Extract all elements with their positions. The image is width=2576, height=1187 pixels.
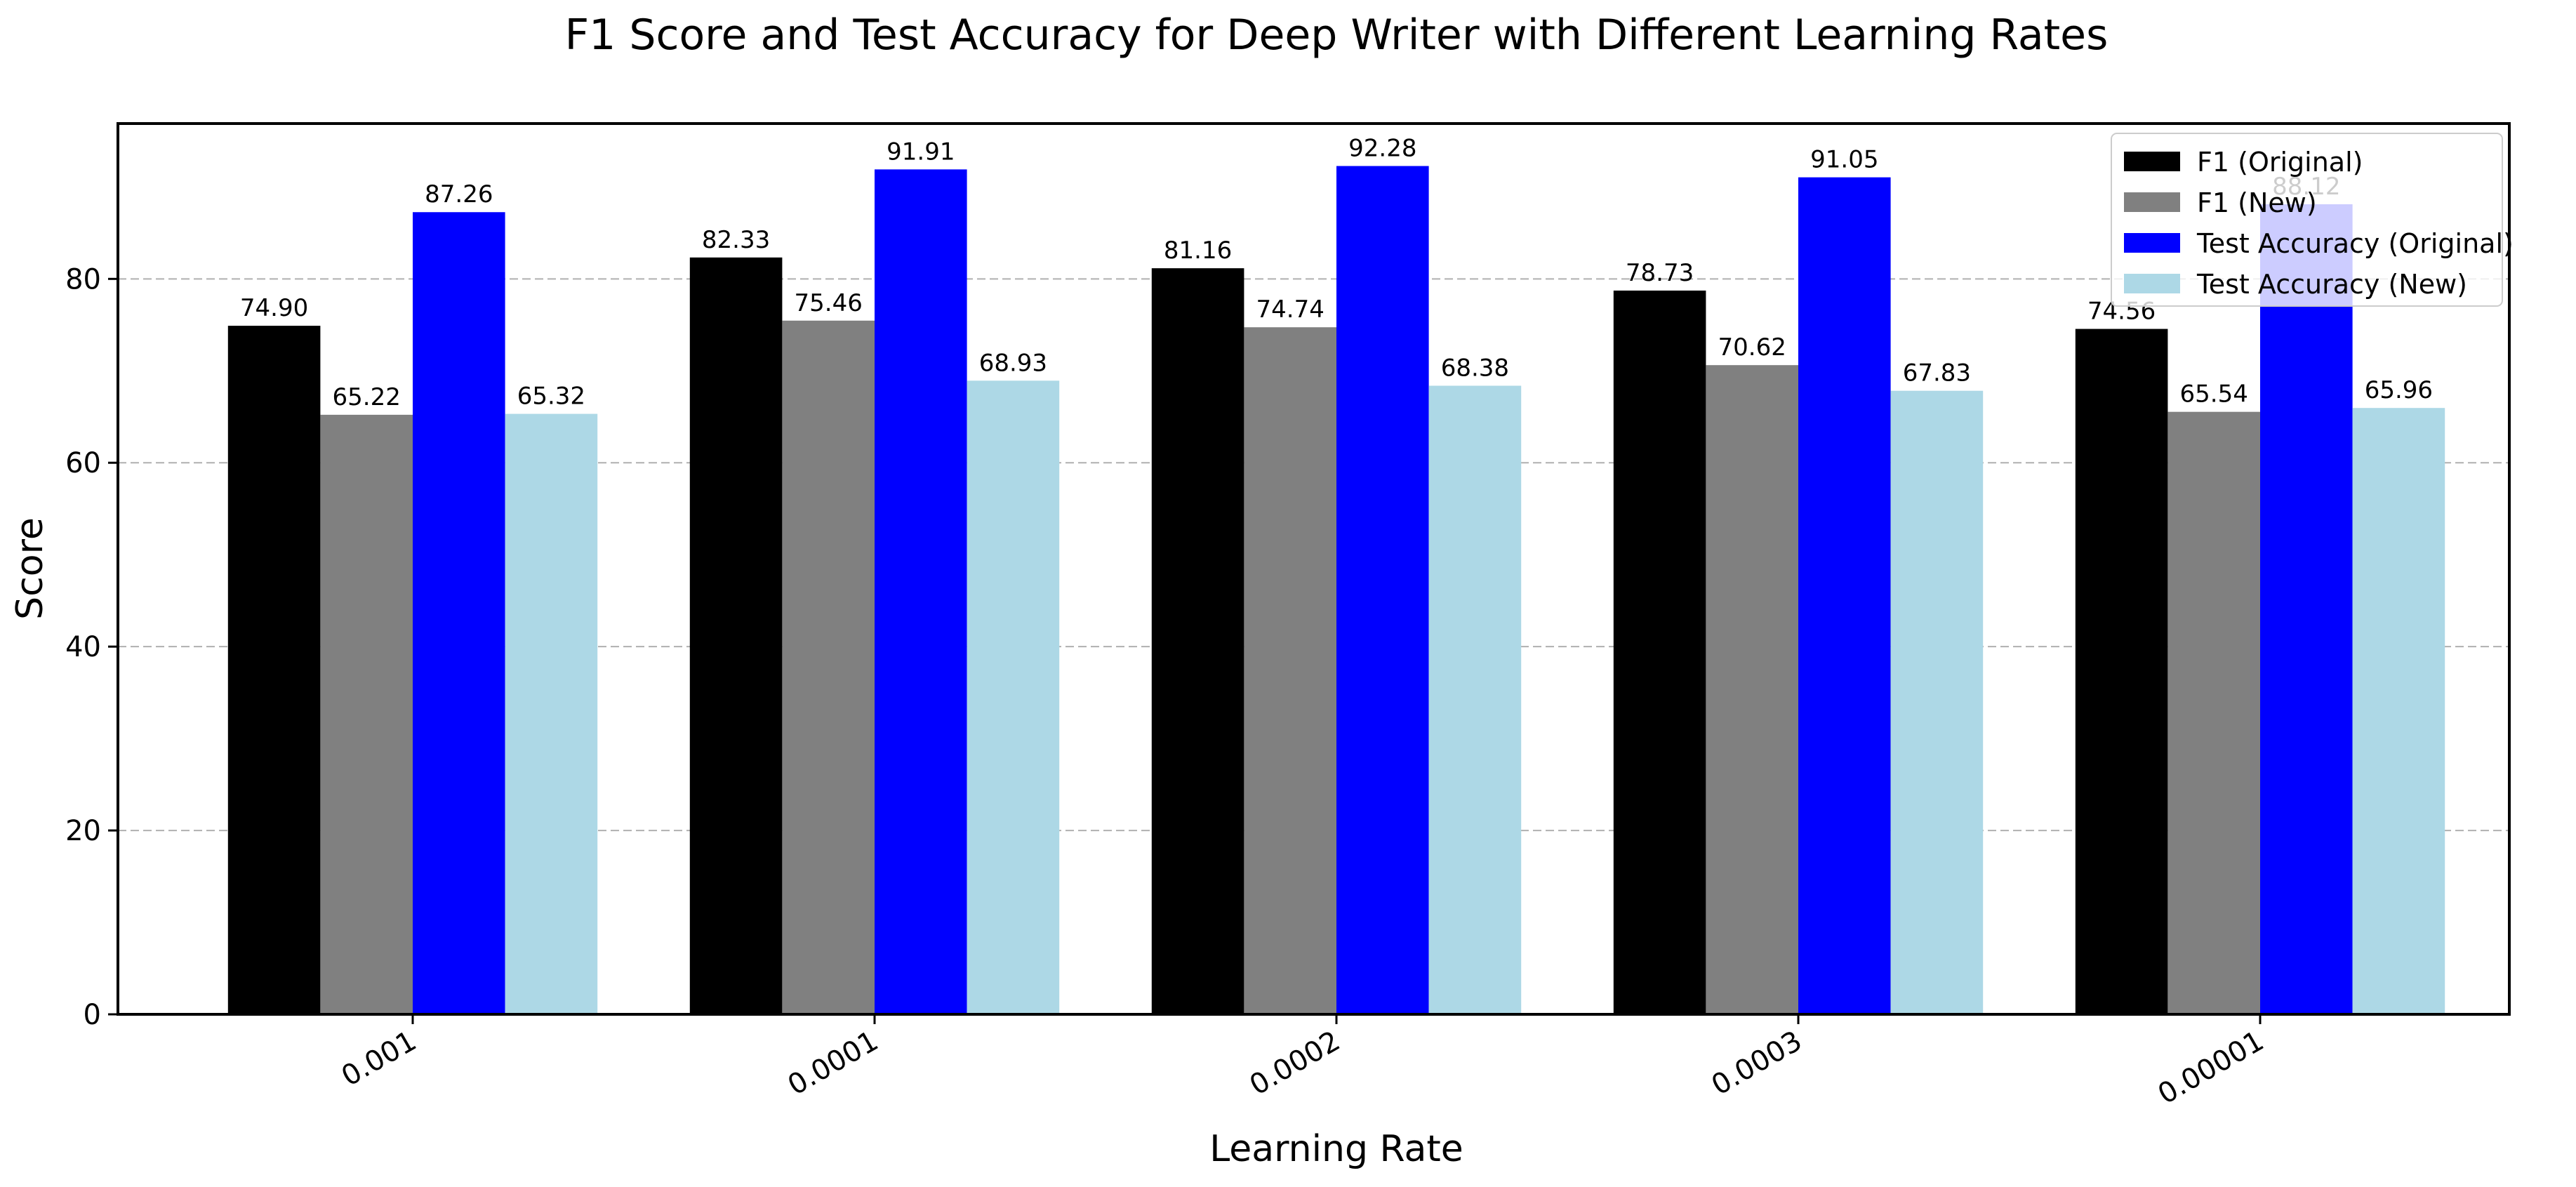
bar <box>782 320 875 1014</box>
y-axis: 0 20 40 60 80 <box>65 263 118 1031</box>
bar-value-label: 78.73 <box>1626 259 1694 287</box>
bar-value-label: 87.26 <box>425 180 493 208</box>
bar <box>413 212 505 1014</box>
bar-value-label: 65.54 <box>2180 380 2248 409</box>
bar-value-label: 81.16 <box>1164 237 1232 265</box>
x-tick-label: 0.0003 <box>1706 1025 1807 1102</box>
legend-box <box>2111 133 2503 307</box>
y-tick-label: 0 <box>84 999 101 1031</box>
bar-value-label: 68.38 <box>1441 354 1509 382</box>
bar <box>2075 329 2168 1014</box>
legend-label: Test Accuracy (Original) <box>2196 228 2514 259</box>
y-tick-label: 80 <box>65 263 101 296</box>
bar-value-label: 70.62 <box>1718 333 1786 362</box>
legend-label: F1 (New) <box>2197 187 2317 218</box>
bar-value-label: 91.05 <box>1810 146 1878 174</box>
bar-value-label: 82.33 <box>702 226 770 254</box>
bar <box>1613 290 1706 1014</box>
bar <box>1151 268 1244 1015</box>
bar <box>2167 411 2260 1014</box>
bar <box>1706 365 1798 1014</box>
bar <box>2352 408 2445 1014</box>
legend-swatch <box>2124 192 2180 212</box>
legend-swatch <box>2124 152 2180 171</box>
legend-swatch <box>2124 233 2180 253</box>
bar <box>227 326 321 1014</box>
bar <box>689 257 783 1014</box>
x-axis: 0.001 0.0001 0.0002 0.0003 0.00001 <box>336 1014 2269 1110</box>
bar <box>1890 390 1984 1014</box>
bar-value-label: 65.22 <box>333 383 401 411</box>
bar-value-label: 91.91 <box>887 138 955 166</box>
legend: F1 (Original) F1 (New) Test Accuracy (Orig… <box>2111 133 2514 307</box>
bar-value-label: 68.93 <box>979 349 1047 377</box>
bar-value-label: 75.46 <box>795 289 863 317</box>
bar <box>1798 177 1891 1014</box>
bar-value-label: 65.96 <box>2365 376 2433 404</box>
x-tick-label: 0.0002 <box>1244 1025 1346 1102</box>
bar <box>2260 204 2353 1014</box>
bar-value-label: 74.90 <box>240 294 308 322</box>
x-tick-label: 0.0001 <box>783 1025 884 1102</box>
bar-value-label: 74.74 <box>1256 296 1324 324</box>
x-tick-label: 0.001 <box>336 1025 422 1093</box>
x-tick-label: 0.00001 <box>2153 1025 2269 1111</box>
legend-label: Test Accuracy (New) <box>2196 269 2467 300</box>
bars <box>227 166 2445 1015</box>
y-tick-label: 40 <box>65 631 101 663</box>
y-axis-label: Score <box>9 517 51 620</box>
chart-title: F1 Score and Test Accuracy for Deep Writ… <box>565 11 2109 60</box>
bar-value-label: 65.32 <box>517 383 585 411</box>
plot-frame <box>117 122 2511 1016</box>
y-tick-label: 60 <box>65 447 101 479</box>
bar <box>967 380 1060 1014</box>
bar <box>1244 327 1336 1015</box>
bar <box>1428 385 1522 1014</box>
bar <box>320 414 413 1014</box>
legend-label: F1 (Original) <box>2197 147 2363 178</box>
bar <box>505 413 598 1014</box>
legend-swatch <box>2124 274 2180 293</box>
bar <box>1336 166 1429 1014</box>
bar-value-label: 92.28 <box>1348 135 1416 163</box>
bar <box>875 169 967 1015</box>
bar-value-label: 67.83 <box>1903 359 1971 387</box>
x-axis-label: Learning Rate <box>1209 1128 1463 1170</box>
y-tick-label: 20 <box>65 815 101 847</box>
